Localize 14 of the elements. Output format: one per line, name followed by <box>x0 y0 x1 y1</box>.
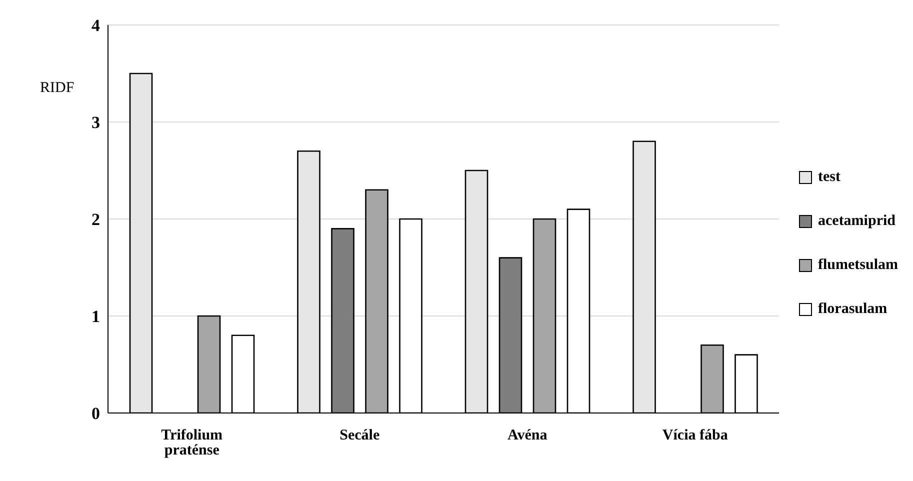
y-tick-label: 3 <box>92 113 100 132</box>
x-tick-label: Secále <box>340 428 380 444</box>
y-tick-label: 1 <box>92 307 100 326</box>
y-tick-label: 0 <box>92 404 100 424</box>
x-tick-label: Vícia fába <box>662 428 728 444</box>
y-tick-label: 2 <box>92 210 100 230</box>
x-tick-label: Trifolium praténse <box>161 428 224 459</box>
y-tick-label: 4 <box>92 16 100 36</box>
legend-label: test <box>818 168 840 186</box>
legend-label: flumetsulam <box>818 256 898 274</box>
y-axis-title: RIDF <box>40 80 74 97</box>
legend-label: florasulam <box>818 300 888 318</box>
legend-label: acetamiprid <box>818 212 896 230</box>
x-tick-label: Avéna <box>508 428 548 444</box>
